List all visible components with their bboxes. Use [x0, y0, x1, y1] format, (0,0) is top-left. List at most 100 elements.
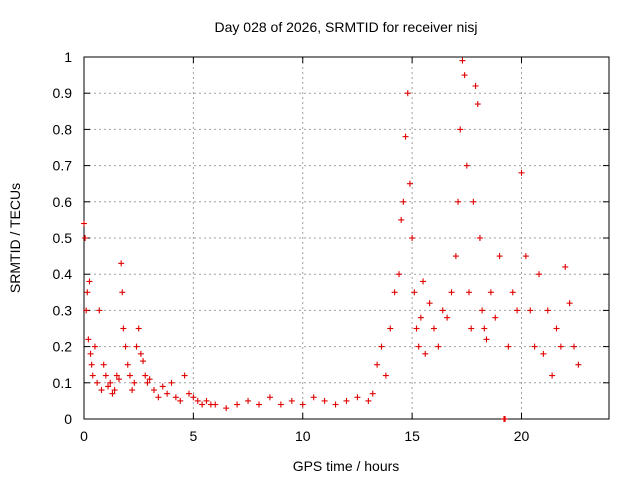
data-point: [382, 372, 389, 379]
data-point: [133, 343, 140, 350]
data-point: [146, 376, 153, 383]
data-point: [502, 416, 509, 422]
data-point: [496, 253, 503, 260]
data-point: [406, 180, 413, 187]
data-point: [404, 90, 411, 97]
data-point: [566, 300, 573, 307]
data-point: [87, 350, 94, 357]
data-point: [571, 343, 577, 350]
x-axis-label: GPS time / hours: [293, 458, 400, 474]
data-point: [444, 314, 451, 321]
data-point: [122, 343, 129, 350]
data-point: [266, 394, 273, 401]
x-tick-label: 20: [514, 428, 530, 444]
data-point: [168, 379, 175, 386]
data-point: [256, 401, 262, 408]
y-axis-label: SRMTID / TECUs: [7, 183, 23, 293]
data-point: [113, 372, 120, 379]
data-point: [212, 401, 219, 408]
data-point: [536, 271, 542, 278]
data-point: [455, 198, 462, 205]
data-point: [81, 220, 87, 227]
data-point: [417, 314, 424, 321]
data-point: [549, 372, 556, 379]
grid-lines: [84, 57, 609, 419]
data-point: [85, 336, 92, 343]
x-tick-labels: 0 5 10 15 20: [80, 428, 529, 444]
data-point: [400, 198, 407, 205]
data-point: [439, 307, 446, 314]
data-point: [553, 325, 560, 332]
data-point: [116, 376, 122, 383]
data-point: [369, 390, 376, 397]
y-tick-label: 0.8: [53, 121, 73, 137]
data-point: [203, 397, 210, 404]
data-point: [522, 253, 529, 260]
data-point: [557, 343, 564, 350]
data-point: [88, 361, 95, 368]
data-point: [487, 289, 494, 296]
data-point: [514, 307, 521, 314]
data-point: [194, 397, 201, 404]
data-point: [140, 358, 147, 365]
y-tick-label: 0.1: [53, 375, 73, 391]
y-tick-label: 0.6: [53, 194, 73, 210]
data-point: [299, 401, 306, 408]
y-tick-labels: 0 0.1 0.2 0.3 0.4 0.5 0.6 0.7 0.8 0.9 1: [53, 49, 73, 427]
data-point: [119, 289, 126, 296]
data-point: [135, 325, 142, 332]
chart-title: Day 028 of 2026, SRMTID for receiver nis…: [215, 19, 478, 35]
data-point: [223, 405, 230, 412]
data-point: [332, 401, 339, 408]
axis-ticks: [83, 56, 609, 420]
data-point: [83, 307, 90, 314]
data-point: [540, 350, 547, 357]
data-point: [102, 372, 109, 379]
y-tick-label: 0.2: [53, 339, 73, 355]
data-point: [387, 325, 394, 332]
data-point: [483, 336, 490, 343]
data-point: [288, 397, 295, 404]
data-point: [365, 397, 372, 404]
data-series-srmtid: [81, 57, 582, 422]
data-point: [96, 307, 103, 314]
data-point: [89, 372, 96, 379]
data-point: [94, 379, 101, 386]
data-point: [186, 390, 192, 397]
data-point: [354, 394, 361, 401]
x-tick-label: 5: [189, 428, 197, 444]
data-point: [144, 379, 151, 386]
data-point: [155, 394, 162, 401]
data-point: [468, 325, 475, 332]
data-point: [91, 343, 98, 350]
data-point: [479, 307, 486, 314]
data-point: [190, 394, 197, 401]
data-point: [120, 325, 127, 332]
data-point: [476, 235, 483, 241]
data-point: [181, 372, 188, 379]
data-point: [245, 397, 252, 404]
data-point: [474, 101, 481, 108]
data-point: [277, 401, 284, 408]
data-point: [109, 390, 116, 397]
data-point: [466, 289, 472, 296]
y-tick-label: 0.5: [53, 230, 73, 246]
data-point: [492, 314, 499, 321]
y-tick-label: 0.9: [53, 85, 73, 101]
y-tick-label: 0.7: [53, 158, 73, 174]
data-point: [391, 289, 398, 296]
data-point: [426, 300, 433, 307]
data-point: [396, 271, 402, 278]
data-point: [84, 289, 91, 296]
data-point: [448, 289, 455, 296]
y-tick-label: 0.3: [53, 302, 73, 318]
data-point: [82, 235, 89, 241]
data-point: [562, 263, 569, 270]
data-point: [435, 343, 442, 350]
data-point: [531, 343, 538, 350]
data-point: [457, 126, 464, 133]
data-point: [472, 82, 479, 89]
data-point: [142, 372, 149, 379]
data-point: [422, 350, 429, 357]
